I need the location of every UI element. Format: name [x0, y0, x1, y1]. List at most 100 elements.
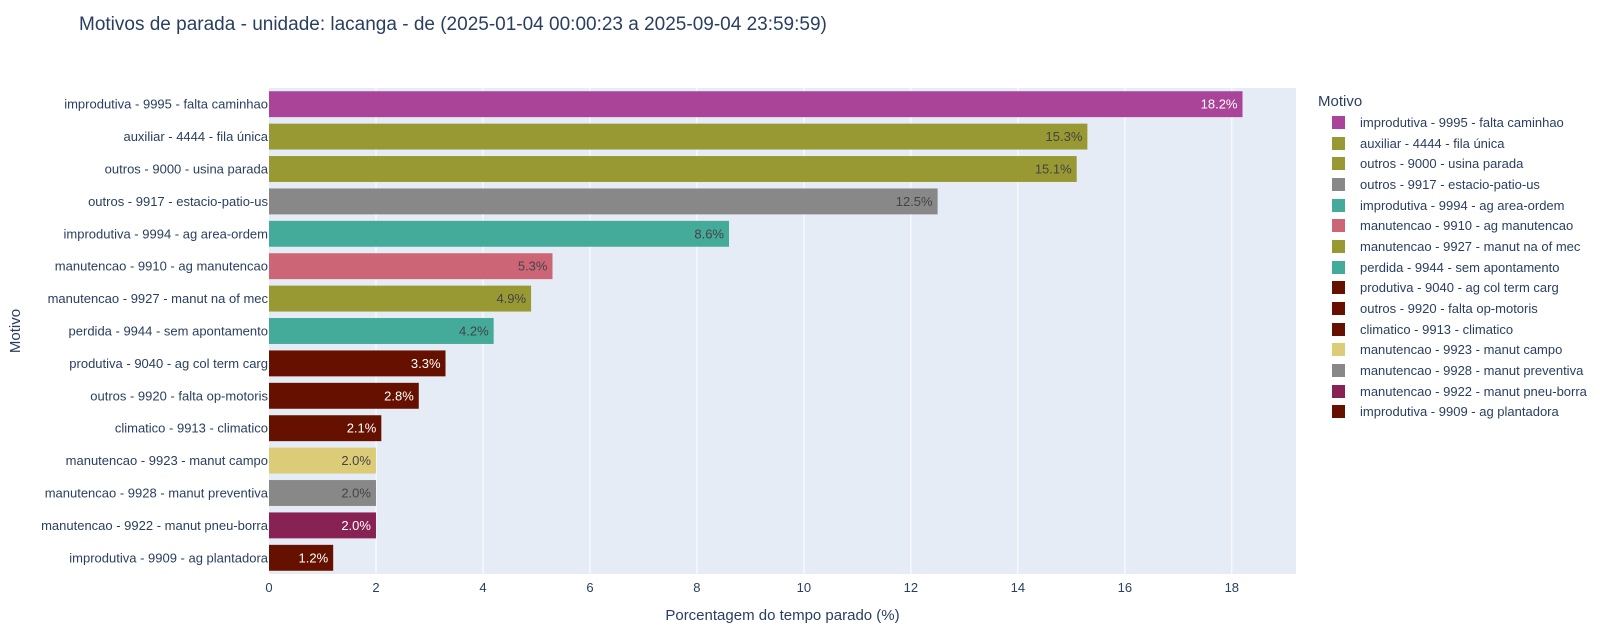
bar[interactable]	[269, 188, 938, 215]
y-tick-label: improdutiva - 9994 - ag area-ordem	[64, 226, 269, 241]
legend-swatch	[1332, 115, 1345, 129]
bar[interactable]	[269, 253, 553, 280]
y-tick-label: manutencao - 9910 - ag manutencao	[55, 259, 268, 274]
legend-swatch	[1332, 177, 1345, 191]
legend-item[interactable]: auxiliar - 4444 - fila única	[1318, 133, 1587, 154]
x-tick-label: 16	[1118, 580, 1132, 595]
bar-value-label: 18.2%	[1201, 97, 1238, 112]
x-tick-label: 4	[479, 580, 486, 595]
y-tick-label: manutencao - 9927 - manut na of mec	[48, 291, 269, 306]
legend-item[interactable]: manutencao - 9910 - ag manutencao	[1318, 215, 1587, 236]
x-tick-label: 0	[265, 580, 272, 595]
bar[interactable]	[269, 285, 532, 312]
legend-swatch	[1332, 343, 1345, 357]
legend-item[interactable]: outros - 9000 - usina parada	[1318, 153, 1587, 174]
legend-label: improdutiva - 9909 - ag plantadora	[1360, 404, 1559, 420]
bar-value-label: 15.1%	[1035, 162, 1072, 177]
legend-item[interactable]: manutencao - 9922 - manut pneu-borra	[1318, 381, 1587, 402]
legend-item[interactable]: manutencao - 9927 - manut na of mec	[1318, 236, 1587, 257]
legend-label: manutencao - 9910 - ag manutencao	[1360, 218, 1574, 234]
bar[interactable]	[269, 350, 446, 377]
bar-value-label: 2.0%	[341, 486, 371, 501]
x-tick-label: 14	[1011, 580, 1025, 595]
x-tick-label: 18	[1225, 580, 1239, 595]
legend-swatch	[1332, 405, 1345, 419]
legend-item[interactable]: improdutiva - 9909 - ag plantadora	[1318, 402, 1587, 423]
bar[interactable]	[269, 156, 1077, 182]
legend-swatch	[1332, 281, 1345, 295]
x-tick-label: 2	[372, 580, 379, 595]
legend-swatch	[1332, 219, 1345, 233]
legend-swatch	[1332, 364, 1345, 378]
legend-label: perdida - 9944 - sem apontamento	[1360, 259, 1560, 275]
bar-value-label: 4.2%	[459, 324, 489, 339]
y-tick-label: improdutiva - 9909 - ag plantadora	[69, 550, 269, 565]
bar[interactable]	[269, 382, 419, 409]
y-tick-label: manutencao - 9928 - manut preventiva	[45, 486, 269, 501]
bar-value-label: 5.3%	[518, 259, 548, 274]
legend-item[interactable]: outros - 9917 - estacio-patio-us	[1318, 174, 1587, 195]
bar[interactable]	[269, 447, 376, 474]
legend-swatch	[1332, 157, 1345, 171]
y-tick-label: outros - 9920 - falta op-motoris	[90, 388, 268, 403]
bar-value-label: 15.3%	[1046, 129, 1083, 144]
legend-label: climatico - 9913 - climatico	[1360, 321, 1514, 337]
bar[interactable]	[269, 220, 730, 247]
legend-item[interactable]: climatico - 9913 - climatico	[1318, 319, 1587, 340]
legend-swatch	[1332, 302, 1345, 316]
bar[interactable]	[269, 318, 494, 344]
bar[interactable]	[269, 415, 382, 442]
y-tick-label: auxiliar - 4444 - fila única	[123, 129, 268, 144]
legend-item[interactable]: manutencao - 9923 - manut campo	[1318, 340, 1587, 361]
legend-item[interactable]: outros - 9920 - falta op-motoris	[1318, 298, 1587, 319]
legend: Motivo improdutiva - 9995 - falta caminh…	[1318, 93, 1587, 422]
y-axis-title: Motivo	[7, 309, 24, 353]
bar[interactable]	[269, 512, 376, 539]
x-tick-label: 6	[586, 580, 593, 595]
y-tick-label: climatico - 9913 - climatico	[115, 421, 268, 436]
legend-swatch	[1332, 239, 1345, 253]
bar-value-label: 8.6%	[694, 226, 724, 241]
chart-title: Motivos de parada - unidade: lacanga - d…	[79, 14, 827, 35]
bar[interactable]	[269, 544, 334, 571]
x-tick-label: 10	[797, 580, 811, 595]
legend-item[interactable]: manutencao - 9928 - manut preventiva	[1318, 360, 1587, 381]
legend-swatch	[1332, 136, 1345, 150]
legend-label: outros - 9917 - estacio-patio-us	[1360, 176, 1540, 192]
legend-label: manutencao - 9927 - manut na of mec	[1360, 238, 1581, 254]
legend-item[interactable]: improdutiva - 9995 - falta caminhao	[1318, 112, 1587, 133]
x-tick-label: 12	[904, 580, 918, 595]
bar-value-label: 2.0%	[341, 453, 371, 468]
bar-value-label: 2.1%	[347, 421, 377, 436]
legend-item[interactable]: produtiva - 9040 - ag col term carg	[1318, 278, 1587, 299]
legend-swatch	[1332, 260, 1345, 274]
legend-swatch	[1332, 198, 1345, 212]
legend-label: outros - 9000 - usina parada	[1360, 156, 1524, 172]
legend-label: outros - 9920 - falta op-motoris	[1360, 301, 1538, 317]
y-tick-label: improdutiva - 9995 - falta caminhao	[64, 97, 268, 112]
legend-item[interactable]: improdutiva - 9994 - ag area-ordem	[1318, 195, 1587, 216]
bar[interactable]	[269, 123, 1088, 150]
legend-items: improdutiva - 9995 - falta caminhao auxil…	[1318, 112, 1587, 422]
bar[interactable]	[269, 91, 1243, 118]
y-tick-label: produtiva - 9040 - ag col term carg	[69, 356, 268, 371]
legend-swatch	[1332, 322, 1345, 336]
legend-label: manutencao - 9922 - manut pneu-borra	[1360, 383, 1587, 399]
legend-label: produtiva - 9040 - ag col term carg	[1360, 280, 1559, 296]
legend-label: manutencao - 9923 - manut campo	[1360, 342, 1563, 358]
bar[interactable]	[269, 480, 376, 506]
bar-value-label: 2.0%	[341, 518, 371, 533]
legend-swatch	[1332, 384, 1345, 398]
x-tick-label: 8	[693, 580, 700, 595]
bar-value-label: 1.2%	[299, 550, 329, 565]
bar-value-label: 3.3%	[411, 356, 441, 371]
legend-title: Motivo	[1318, 93, 1363, 110]
y-tick-label: manutencao - 9922 - manut pneu-borra	[41, 518, 269, 533]
y-tick-label: outros - 9917 - estacio-patio-us	[88, 194, 268, 209]
legend-item[interactable]: perdida - 9944 - sem apontamento	[1318, 257, 1587, 278]
y-tick-label: outros - 9000 - usina parada	[105, 162, 269, 177]
bar-value-label: 4.9%	[496, 291, 526, 306]
bar-value-label: 12.5%	[896, 194, 933, 209]
